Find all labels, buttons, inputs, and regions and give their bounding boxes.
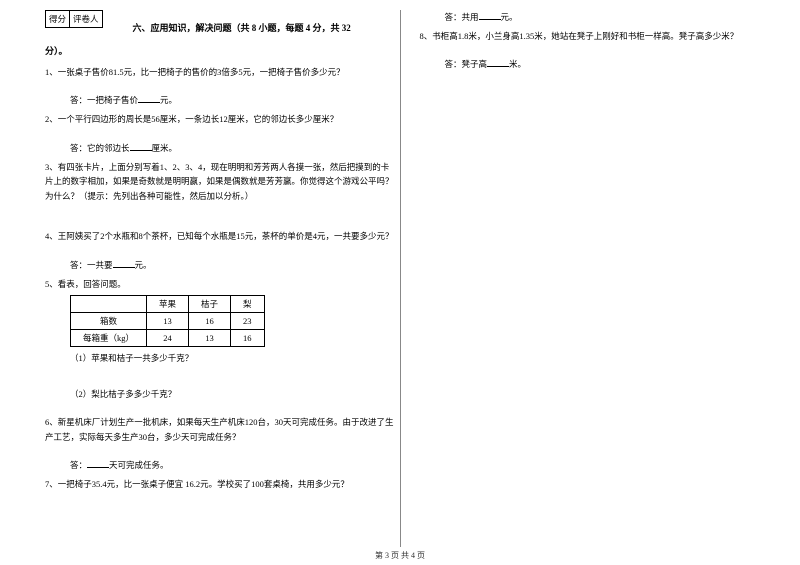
- answer-6: 答： 天可完成任务。: [70, 458, 396, 471]
- th-blank: [71, 296, 147, 313]
- question-6: 6、新星机床厂计划生产一批机床，如果每天生产机床120台，30天可完成任务。由于…: [45, 415, 396, 444]
- score-label: 得分: [46, 11, 70, 27]
- answer-7: 答：共用 元。: [445, 10, 771, 23]
- ans1-suf: 元。: [160, 95, 177, 105]
- cell: 16: [231, 330, 265, 347]
- ans2-pre: 答：它的邻边长: [70, 143, 130, 153]
- ans4-pre: 答：一共要: [70, 260, 113, 270]
- ans7-pre: 答：共用: [445, 12, 479, 22]
- ans7-suf: 元。: [501, 12, 518, 22]
- question-7: 7、一把椅子35.4元，比一张桌子便宜 16.2元。学校买了100套桌椅，共用多…: [45, 477, 396, 491]
- question-5: 5、看表，回答问题。: [45, 277, 396, 291]
- table-row: 箱数 13 16 23: [71, 313, 265, 330]
- ans1-blank: [138, 93, 160, 103]
- ans4-blank: [113, 258, 135, 268]
- question-1: 1、一张桌子售价81.5元，比一把椅子的售价的3倍多5元，一把椅子售价多少元？: [45, 65, 396, 79]
- ans2-suf: 厘米。: [152, 143, 178, 153]
- right-column: 答：共用 元。 8、书柜高1.8米，小兰身高1.35米，她站在凳子上刚好和书柜一样…: [408, 10, 771, 540]
- th-apple: 苹果: [147, 296, 189, 313]
- grader-label: 评卷人: [70, 11, 102, 27]
- cell: 24: [147, 330, 189, 347]
- th-orange: 桔子: [189, 296, 231, 313]
- cell: 13: [147, 313, 189, 330]
- answer-4: 答：一共要 元。: [70, 258, 396, 271]
- th-pear: 梨: [231, 296, 265, 313]
- question-4: 4、王阿姨买了2个水瓶和8个茶杯，已知每个水瓶是15元，茶杯的单价是4元，一共要…: [45, 229, 396, 243]
- answer-8: 答：凳子高 米。: [445, 57, 771, 70]
- ans2-blank: [130, 141, 152, 151]
- cell: 23: [231, 313, 265, 330]
- ans4-suf: 元。: [135, 260, 152, 270]
- ans6-pre: 答：: [70, 460, 87, 470]
- cell: 13: [189, 330, 231, 347]
- cell: 每箱重（kg）: [71, 330, 147, 347]
- answer-2: 答：它的邻边长 厘米。: [70, 141, 396, 154]
- q5-sub1: （1）苹果和桔子一共多少千克？: [70, 352, 396, 364]
- left-column: 得分 评卷人 六、应用知识，解决问题（共 8 小题，每题 4 分，共 32 分）…: [45, 10, 408, 540]
- question-8: 8、书柜高1.8米，小兰身高1.35米，她站在凳子上刚好和书柜一样高。凳子高多少…: [420, 29, 771, 43]
- ans8-blank: [487, 57, 509, 67]
- question-2: 2、一个平行四边形的周长是56厘米，一条边长12厘米，它的邻边长多少厘米？: [45, 112, 396, 126]
- cell: 16: [189, 313, 231, 330]
- section-title-cont: 分）。: [45, 44, 396, 57]
- table-row: 每箱重（kg） 24 13 16: [71, 330, 265, 347]
- table-row: 苹果 桔子 梨: [71, 296, 265, 313]
- ans8-pre: 答：凳子高: [445, 59, 488, 69]
- question-3: 3、有四张卡片，上面分别写着1、2、3、4，现在明明和芳芳两人各摸一张，然后把摸…: [45, 160, 396, 203]
- q5-sub2: （2）梨比桔子多多少千克？: [70, 388, 396, 400]
- data-table: 苹果 桔子 梨 箱数 13 16 23 每箱重（kg） 24 13 16: [70, 295, 265, 347]
- ans1-pre: 答：一把椅子售价: [70, 95, 138, 105]
- ans7-blank: [479, 10, 501, 20]
- ans6-blank: [87, 458, 109, 468]
- section-title: 六、应用知识，解决问题（共 8 小题，每题 4 分，共 32: [133, 23, 351, 33]
- page-footer: 第 3 页 共 4 页: [0, 550, 800, 561]
- answer-1: 答：一把椅子售价 元。: [70, 93, 396, 106]
- ans6-suf: 天可完成任务。: [109, 460, 169, 470]
- cell: 箱数: [71, 313, 147, 330]
- score-box: 得分 评卷人: [45, 10, 103, 28]
- ans8-suf: 米。: [509, 59, 526, 69]
